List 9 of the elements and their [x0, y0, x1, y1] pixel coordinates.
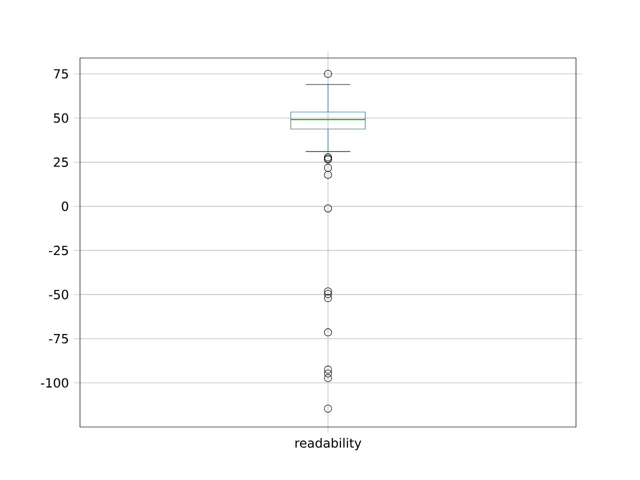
- y-tick-label: 50: [54, 113, 68, 123]
- y-tick-label: 75: [54, 69, 68, 79]
- y-tick-label: -75: [48, 334, 68, 344]
- y-tick-label: -50: [48, 290, 68, 300]
- y-tick-label: -100: [40, 378, 68, 388]
- x-tick-label: readability: [296, 438, 362, 450]
- y-tick-label: 0: [62, 202, 68, 212]
- y-tick-label: 25: [54, 157, 68, 167]
- y-tick-label: -25: [48, 246, 68, 256]
